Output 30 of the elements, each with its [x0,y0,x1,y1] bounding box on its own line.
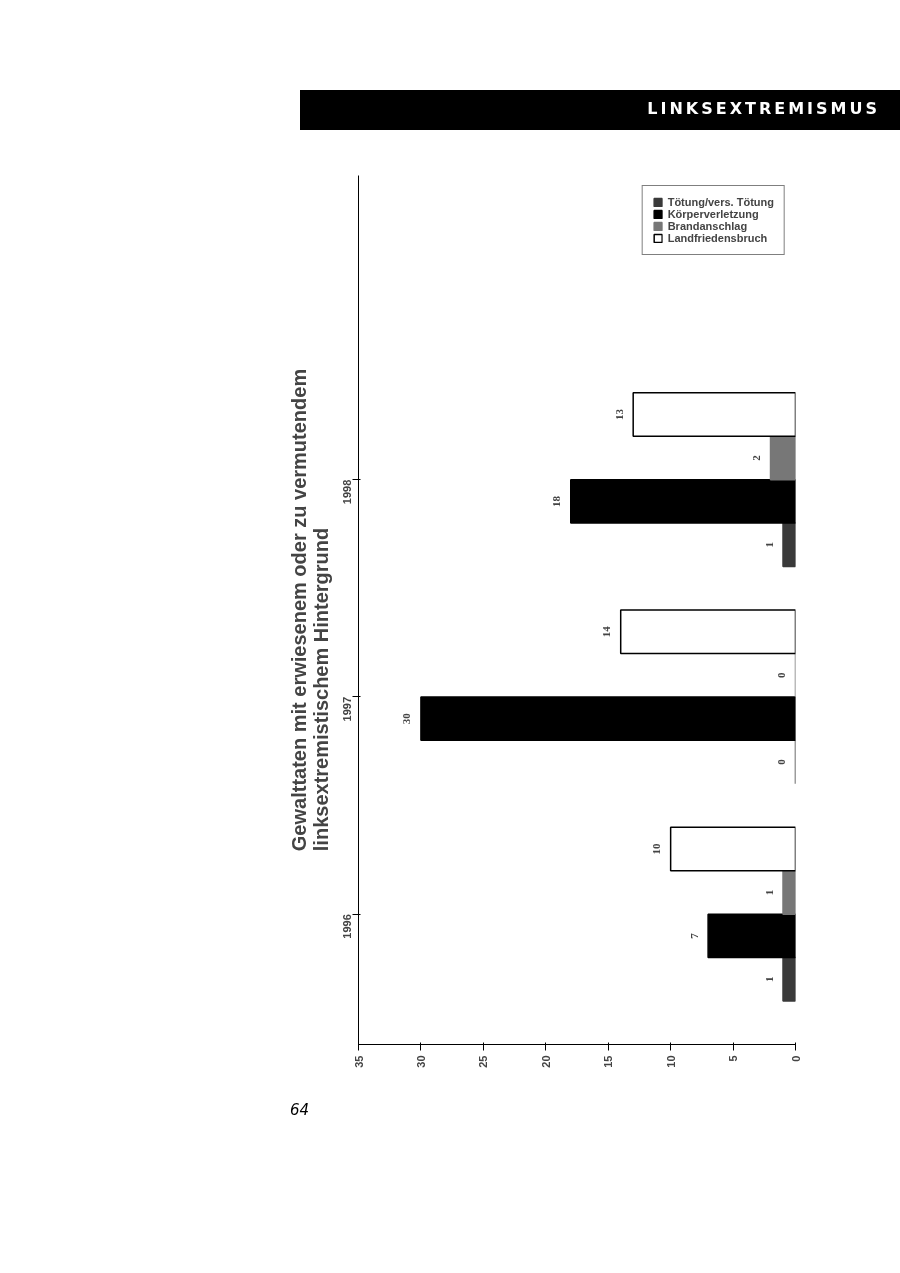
data-label: 10 [650,842,663,855]
x-tick-label: 15 [602,1055,615,1068]
data-label: 30 [400,712,413,725]
text: Gewalttaten mit erwiesenem oder zu vermutendem linksextremistischem Hintergrund [287,368,332,852]
data-label: 0 [775,758,787,765]
legend-label: Landfriedensbruch [667,232,768,244]
data-label: 1 [762,976,775,983]
x-tick-label: 25 [477,1055,490,1068]
data-label: 7 [687,932,700,939]
data-label: 2 [750,454,763,461]
x-tick-label: 35 [352,1055,365,1068]
x-tick-label: 0 [789,1055,802,1062]
data-label: 1 [762,542,775,548]
data-label: 18 [550,495,563,507]
text: LINKSEXTREMISMUS [647,98,880,120]
x-tick-label: 5 [727,1055,740,1062]
x-tick-label: 20 [539,1055,552,1068]
data-label: 13 [612,408,625,420]
data-label: 0 [775,671,787,678]
y-tick-label: 1998 [341,479,354,505]
y-tick-label: 1997 [341,696,354,722]
legend-label: Tötung/vers. Tötung [667,196,774,208]
data-label: 1 [762,889,775,896]
data-label: 14 [600,625,613,638]
legend-label: Brandanschlag [667,220,748,232]
x-tick-label: 10 [664,1055,677,1068]
legend-label: Körperverletzung [667,208,759,220]
y-tick-label: 1996 [341,914,354,939]
x-tick-label: 30 [414,1055,427,1068]
text: 64 [290,1100,310,1121]
